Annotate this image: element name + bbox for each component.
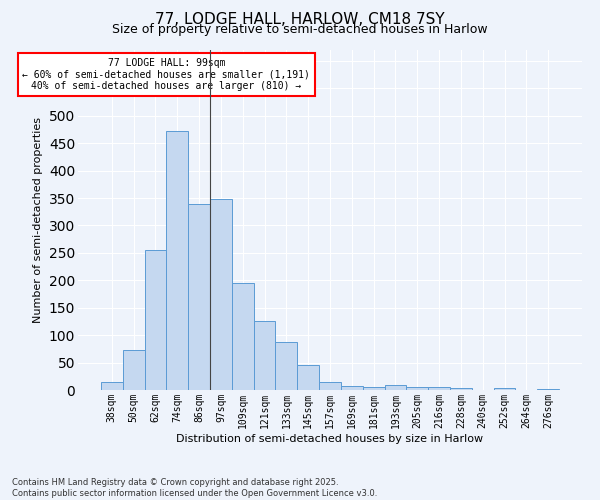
Bar — [406, 388, 428, 390]
Bar — [494, 388, 515, 390]
Bar — [363, 386, 385, 390]
Y-axis label: Number of semi-detached properties: Number of semi-detached properties — [33, 117, 43, 323]
Bar — [450, 388, 472, 390]
Text: 77, LODGE HALL, HARLOW, CM18 7SY: 77, LODGE HALL, HARLOW, CM18 7SY — [155, 12, 445, 28]
Bar — [341, 386, 363, 390]
Bar — [254, 322, 275, 390]
Bar — [166, 130, 188, 390]
Bar — [188, 204, 210, 390]
Bar — [275, 342, 297, 390]
Bar — [297, 366, 319, 390]
Bar — [232, 282, 254, 390]
Bar — [319, 382, 341, 390]
Text: Contains HM Land Registry data © Crown copyright and database right 2025.
Contai: Contains HM Land Registry data © Crown c… — [12, 478, 377, 498]
Bar — [145, 250, 166, 390]
Bar — [210, 199, 232, 390]
Bar — [428, 388, 450, 390]
Text: 77 LODGE HALL: 99sqm
← 60% of semi-detached houses are smaller (1,191)
40% of se: 77 LODGE HALL: 99sqm ← 60% of semi-detac… — [22, 58, 310, 92]
Bar — [101, 382, 123, 390]
Text: Size of property relative to semi-detached houses in Harlow: Size of property relative to semi-detach… — [112, 22, 488, 36]
Bar — [123, 350, 145, 390]
Bar — [385, 384, 406, 390]
X-axis label: Distribution of semi-detached houses by size in Harlow: Distribution of semi-detached houses by … — [176, 434, 484, 444]
Bar — [537, 389, 559, 390]
